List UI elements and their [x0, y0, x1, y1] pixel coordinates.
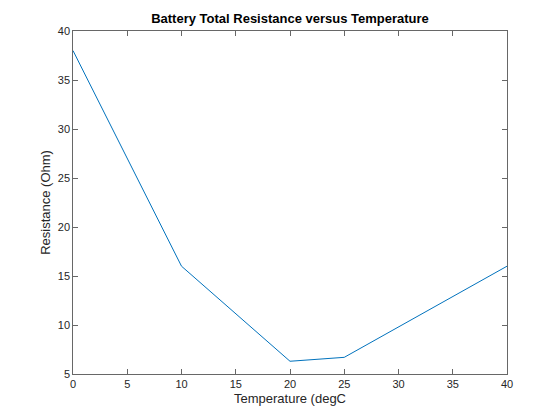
svg-text:10: 10: [58, 319, 70, 331]
svg-text:40: 40: [501, 378, 513, 390]
svg-text:10: 10: [175, 378, 187, 390]
svg-text:35: 35: [58, 74, 70, 86]
svg-text:Temperature (degC: Temperature (degC: [234, 391, 346, 406]
svg-text:15: 15: [230, 378, 242, 390]
svg-text:20: 20: [58, 221, 70, 233]
svg-text:25: 25: [338, 378, 350, 390]
svg-text:5: 5: [124, 378, 130, 390]
svg-text:Resistance (Ohm): Resistance (Ohm): [38, 150, 53, 255]
svg-text:0: 0: [70, 378, 76, 390]
svg-text:15: 15: [58, 270, 70, 282]
svg-text:30: 30: [58, 123, 70, 135]
svg-text:20: 20: [284, 378, 296, 390]
svg-text:35: 35: [447, 378, 459, 390]
svg-text:30: 30: [392, 378, 404, 390]
svg-text:25: 25: [58, 172, 70, 184]
svg-text:40: 40: [58, 25, 70, 37]
svg-text:Battery Total Resistance versu: Battery Total Resistance versus Temperat…: [151, 11, 429, 26]
svg-text:5: 5: [64, 368, 70, 380]
